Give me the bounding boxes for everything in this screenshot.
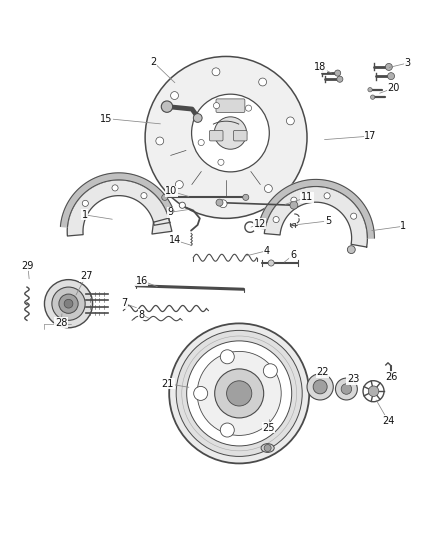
Text: 20: 20 [387, 83, 399, 93]
Text: 7: 7 [121, 298, 127, 308]
Ellipse shape [261, 443, 274, 453]
Circle shape [214, 117, 246, 149]
Circle shape [217, 159, 223, 165]
Circle shape [385, 63, 392, 70]
Circle shape [197, 351, 281, 435]
Text: 27: 27 [80, 271, 92, 281]
Circle shape [215, 199, 223, 206]
Circle shape [335, 378, 357, 400]
Text: 5: 5 [324, 216, 330, 226]
Circle shape [155, 137, 163, 145]
Polygon shape [264, 187, 367, 247]
Circle shape [44, 280, 92, 328]
Circle shape [52, 287, 85, 320]
Circle shape [323, 193, 329, 199]
FancyBboxPatch shape [215, 99, 244, 112]
Text: 9: 9 [167, 207, 173, 217]
Text: 21: 21 [161, 379, 173, 389]
Polygon shape [60, 173, 173, 227]
Circle shape [193, 386, 207, 400]
Circle shape [272, 216, 279, 223]
Text: 15: 15 [100, 114, 113, 124]
Text: 1: 1 [399, 221, 406, 231]
Text: 6: 6 [289, 250, 295, 260]
Polygon shape [258, 180, 374, 238]
Circle shape [220, 423, 234, 437]
Circle shape [312, 380, 326, 394]
Text: 24: 24 [381, 416, 393, 425]
Circle shape [306, 374, 332, 400]
Circle shape [191, 94, 268, 172]
Circle shape [268, 260, 274, 266]
Circle shape [286, 117, 293, 125]
FancyBboxPatch shape [209, 131, 223, 141]
Circle shape [193, 114, 201, 123]
Circle shape [226, 381, 251, 406]
Circle shape [170, 92, 178, 100]
Circle shape [112, 185, 118, 191]
Text: 29: 29 [21, 261, 34, 271]
Circle shape [219, 200, 226, 208]
Circle shape [264, 445, 271, 451]
Circle shape [145, 56, 306, 219]
Text: 16: 16 [135, 276, 148, 286]
Circle shape [370, 95, 374, 99]
Circle shape [387, 72, 394, 79]
Text: 3: 3 [404, 58, 410, 68]
Circle shape [258, 78, 266, 86]
Circle shape [59, 294, 78, 313]
Circle shape [264, 184, 272, 192]
Text: 28: 28 [55, 318, 67, 327]
Circle shape [161, 101, 172, 112]
Circle shape [334, 70, 340, 76]
Text: 17: 17 [364, 131, 376, 141]
Circle shape [290, 197, 296, 203]
Text: 18: 18 [313, 62, 325, 72]
Text: 11: 11 [300, 192, 312, 203]
Text: 8: 8 [138, 310, 145, 320]
Text: 1: 1 [81, 210, 88, 220]
Circle shape [289, 201, 297, 209]
Circle shape [214, 369, 263, 418]
Circle shape [198, 140, 204, 146]
Text: 4: 4 [263, 246, 269, 256]
Circle shape [169, 324, 308, 463]
Text: 10: 10 [165, 186, 177, 196]
Circle shape [367, 386, 378, 397]
Circle shape [82, 200, 88, 206]
Circle shape [179, 202, 185, 208]
Circle shape [350, 213, 356, 219]
Circle shape [242, 195, 248, 200]
Text: 2: 2 [149, 56, 156, 67]
Text: 26: 26 [384, 372, 396, 382]
Text: 25: 25 [261, 423, 274, 433]
Circle shape [176, 330, 301, 456]
Circle shape [336, 76, 342, 82]
Circle shape [263, 364, 277, 378]
Circle shape [367, 87, 371, 92]
Circle shape [64, 300, 73, 308]
Circle shape [213, 102, 219, 109]
Text: 23: 23 [346, 374, 358, 384]
FancyBboxPatch shape [233, 131, 247, 141]
Circle shape [245, 105, 251, 111]
Circle shape [220, 350, 234, 364]
Text: 22: 22 [315, 367, 328, 377]
Circle shape [212, 68, 219, 76]
Circle shape [186, 341, 291, 446]
Circle shape [141, 192, 147, 199]
Polygon shape [67, 180, 170, 236]
Text: 12: 12 [253, 219, 265, 229]
Circle shape [175, 181, 183, 189]
Circle shape [346, 246, 354, 254]
Circle shape [340, 384, 351, 394]
Polygon shape [152, 218, 172, 234]
Circle shape [161, 195, 167, 200]
Text: 14: 14 [168, 235, 180, 245]
